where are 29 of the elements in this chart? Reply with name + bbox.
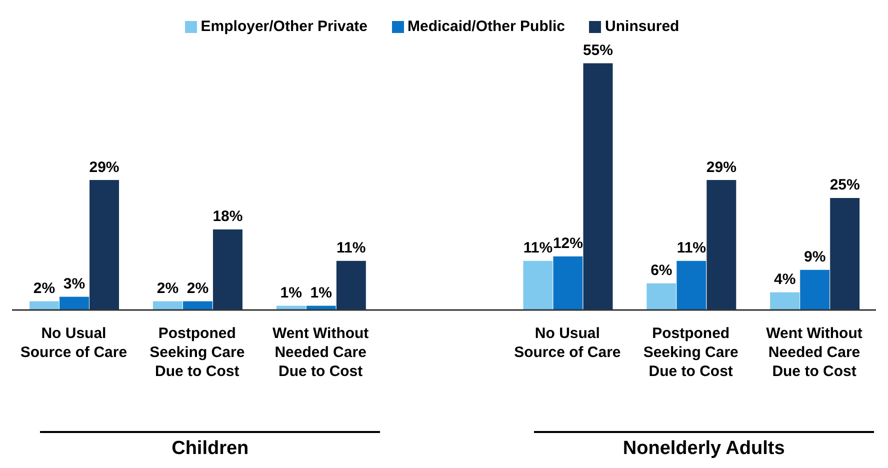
data-label: 11% [336,240,366,257]
data-label: 29% [89,158,120,176]
text: Nonelderly Adults [622,438,786,460]
data-label: 18% [212,208,243,226]
data-label: 4% [774,271,796,288]
data-label: 2% [186,280,209,298]
data-label: 11% [523,240,553,257]
data-label: 55% [582,42,614,59]
x-tick-label: Postponed Seeking Care Due to Cost [643,325,738,380]
legend-label: Employer/Other Private [200,18,368,35]
x-tick-label: Went Without Needed Care Due to Cost [766,325,862,380]
data-label: 12% [552,235,584,252]
data-label: 1% [310,284,332,302]
text: Children [170,438,250,460]
data-label: 9% [804,248,826,266]
data-label: 2% [33,280,56,298]
data-label: 1% [280,284,302,302]
data-label: 29% [706,158,736,176]
x-tick-label: No Usual Source of Care [514,325,621,361]
data-label: 6% [650,262,672,280]
x-tick-label: Went Without Needed Care Due to Cost [272,325,369,380]
legend-label: Medicaid/Other Public [408,18,566,35]
data-label: 3% [63,276,86,293]
data-label: 25% [830,176,860,194]
x-tick-label: Postponed Seeking Care Due to Cost [150,325,245,380]
data-label: 2% [156,280,179,298]
data-label: 11% [676,240,706,257]
x-tick-label: No Usual Source of Care [20,325,128,361]
legend-label: Uninsured [605,18,680,35]
